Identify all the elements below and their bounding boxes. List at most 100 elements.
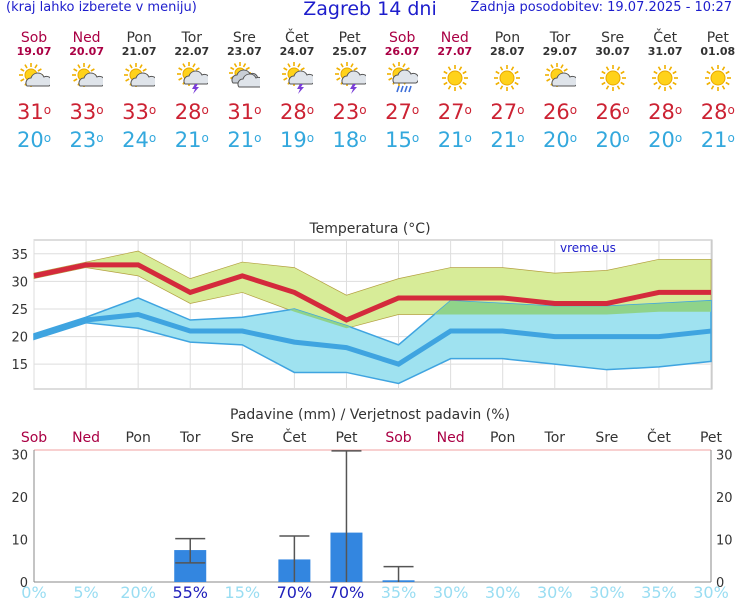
- degree-sign: o: [254, 103, 262, 117]
- precip-day-label: Sre: [595, 430, 618, 446]
- day-name: Čet: [653, 30, 678, 46]
- day-date: 29.07: [542, 45, 578, 58]
- sun-icon: [441, 65, 468, 91]
- min-temperature: 15o: [376, 126, 428, 154]
- day-column: Sob 26.07 27o 15o: [376, 30, 428, 154]
- degree-sign: o: [201, 103, 209, 117]
- day-name: Pet: [706, 30, 729, 46]
- day-name: Ned: [72, 30, 101, 46]
- precip-probability: 0%: [21, 583, 46, 600]
- precip-probability: 70%: [329, 583, 365, 600]
- min-temperature-value: 20: [595, 128, 623, 152]
- day-date: 24.07: [279, 45, 315, 58]
- watermark: vreme.us: [560, 241, 616, 255]
- degree-sign: o: [306, 131, 315, 145]
- degree-sign: o: [411, 103, 420, 117]
- precip-probability: 20%: [120, 583, 156, 600]
- cloudy-sun-icon: [229, 62, 261, 88]
- max-temperature-value: 31: [16, 100, 44, 124]
- precipitation-title: Padavine (mm) / Verjetnost padavin (%): [230, 407, 510, 423]
- max-temperature-value: 28: [279, 100, 307, 124]
- min-temperature-value: 19: [279, 128, 307, 152]
- day-name: Pon: [494, 30, 521, 46]
- charts-area: Temperatura (°C) 15 20 25 30 35 vreme.us Padavi…: [0, 212, 740, 604]
- day-name: Ned: [440, 30, 469, 46]
- thunderstorm-sun-icon: [176, 62, 208, 94]
- degree-sign: o: [517, 131, 525, 145]
- degree-sign: o: [306, 103, 315, 117]
- sun-icon: [652, 65, 679, 91]
- min-temperature-value: 15: [385, 128, 412, 152]
- degree-sign: o: [569, 131, 578, 145]
- degree-sign: o: [464, 103, 472, 117]
- precip-day-label: Pet: [700, 430, 723, 446]
- day-column: Čet 24.07 28o 19o: [271, 30, 323, 154]
- max-temperature: 27o: [376, 98, 428, 126]
- min-temperature-value: 21: [490, 128, 518, 152]
- min-temperature-value: 21: [700, 128, 728, 152]
- charts-svg: Temperatura (°C) 15 20 25 30 35 vreme.us Padavi…: [11, 221, 733, 602]
- temperature-y-tick: 25: [11, 303, 28, 318]
- degree-sign: o: [43, 103, 52, 117]
- top-bar: (kraj lahko izberete v meniju) Zadnja po…: [0, 0, 740, 22]
- precip-y-tick-right: 30: [716, 448, 733, 463]
- degree-sign: o: [359, 131, 367, 145]
- degree-sign: o: [727, 131, 735, 145]
- precip-probability: 30%: [537, 583, 573, 600]
- precip-day-label: Pet: [335, 430, 358, 446]
- precip-day-label: Sob: [385, 430, 411, 446]
- min-temperature: 23o: [61, 126, 113, 154]
- max-temperature-line: [33, 262, 711, 323]
- max-temperature-value: 27: [490, 100, 518, 124]
- day-column: Čet 31.07 28o 20o: [639, 30, 691, 154]
- day-date: 31.07: [647, 45, 683, 58]
- precip-probability: 35%: [641, 583, 677, 600]
- daily-forecast: Sob 19.07 31o 20o Ned 20.07 33o 23o Pon 21.07 33o 2…: [0, 30, 740, 170]
- precip-y-tick-left: 10: [11, 533, 28, 548]
- min-temperature: 21o: [481, 126, 533, 154]
- day-date: 25.07: [332, 45, 367, 58]
- temperature-y-tick: 30: [11, 275, 28, 290]
- day-column: Sob 19.07 31o 20o: [8, 30, 60, 154]
- precip-day-label: Ned: [437, 430, 465, 446]
- precip-probability: 30%: [485, 583, 521, 600]
- location-menu-hint[interactable]: (kraj lahko izberete v meniju): [6, 0, 197, 15]
- temperature-y-tick: 20: [11, 331, 28, 346]
- precip-day-label: Tor: [179, 430, 201, 446]
- day-date: 26.07: [384, 45, 420, 58]
- day-column: Tor 22.07 28o 21o: [166, 30, 218, 154]
- degree-sign: o: [43, 131, 52, 145]
- precip-probability: 35%: [381, 583, 417, 600]
- min-temperature-value: 23: [69, 128, 97, 152]
- temperature-title: Temperatura (°C): [308, 221, 430, 237]
- max-temperature-value: 33: [122, 100, 149, 124]
- min-temperature-value: 21: [227, 128, 255, 152]
- max-temperature: 26o: [534, 98, 586, 126]
- min-temperature-value: 20: [16, 128, 44, 152]
- min-temperature: 20o: [587, 126, 639, 154]
- max-temperature-value: 27: [437, 100, 465, 124]
- max-temperature-value: 26: [595, 100, 623, 124]
- thunderstorm-sun-icon: [282, 62, 313, 94]
- day-name: Čet: [285, 30, 309, 46]
- max-temperature-value: 33: [69, 100, 97, 124]
- day-date: 01.08: [700, 45, 736, 58]
- min-temperature-value: 21: [437, 128, 465, 152]
- degree-sign: o: [96, 103, 104, 117]
- min-temperature: 21o: [429, 126, 481, 154]
- min-temperature-value: 20: [648, 128, 675, 152]
- max-temperature: 28o: [271, 98, 323, 126]
- max-temperature-value: 27: [385, 100, 412, 124]
- degree-sign: o: [148, 103, 157, 117]
- temperature-y-tick: 15: [11, 358, 28, 373]
- day-column: Pon 28.07 27o 21o: [481, 30, 533, 154]
- max-temperature: 31o: [218, 98, 270, 126]
- precip-probability: 5%: [73, 583, 98, 600]
- day-name: Sre: [601, 30, 625, 46]
- day-date: 23.07: [226, 45, 262, 58]
- min-temperature: 24o: [113, 126, 165, 154]
- min-temperature: 18o: [324, 126, 376, 154]
- day-column: Pet 25.07 23o 18o: [324, 30, 376, 154]
- degree-sign: o: [674, 103, 683, 117]
- max-temperature-value: 28: [648, 100, 675, 124]
